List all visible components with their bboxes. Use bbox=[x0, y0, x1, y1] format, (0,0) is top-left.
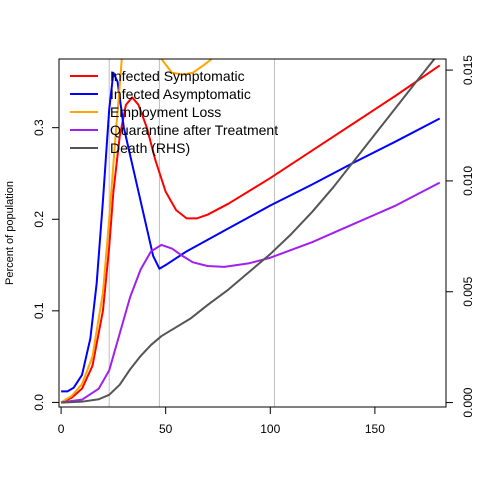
legend-label-3: Quarantine after Treatment bbox=[110, 122, 278, 138]
x-tick-label-2: 100 bbox=[260, 422, 280, 436]
y2-tick-label-2: 0.010 bbox=[461, 166, 475, 196]
legend-label-0: Infected Symptomatic bbox=[110, 68, 245, 84]
series-lines bbox=[60, 59, 441, 404]
series-line-2 bbox=[60, 59, 213, 404]
y-axis-title: Percent of population bbox=[4, 181, 16, 285]
legend: Infected Symptomatic Infected Asymptomati… bbox=[70, 68, 278, 156]
y2-tick-label-3: 0.015 bbox=[461, 55, 475, 85]
y-tick-label-3: 0.3 bbox=[32, 119, 46, 136]
y2-tick-label-0: 0.000 bbox=[461, 387, 475, 417]
x-tick-label-1: 50 bbox=[159, 422, 173, 436]
y-tick-label-2: 0.2 bbox=[32, 211, 46, 228]
x-tick-label-0: 0 bbox=[58, 422, 65, 436]
series-line-3 bbox=[60, 181, 441, 404]
y-tick-label-1: 0.1 bbox=[32, 302, 46, 319]
legend-label-2: Employment Loss bbox=[110, 104, 221, 120]
plot-frame bbox=[58, 58, 447, 408]
legend-label-4: Death (RHS) bbox=[110, 140, 190, 156]
series-line-1 bbox=[61, 71, 441, 393]
series-line-4 bbox=[61, 59, 436, 404]
series-line-0 bbox=[60, 64, 441, 404]
x-tick-label-3: 150 bbox=[365, 422, 385, 436]
axes: 0 50 100 150 0.0 0.1 0.2 0.3 0.000 0.005 0.010 0.01… bbox=[32, 55, 475, 436]
y2-tick-label-1: 0.005 bbox=[461, 276, 475, 306]
y-tick-label-0: 0.0 bbox=[32, 394, 46, 411]
legend-label-1: Infected Asymptomatic bbox=[110, 86, 251, 102]
